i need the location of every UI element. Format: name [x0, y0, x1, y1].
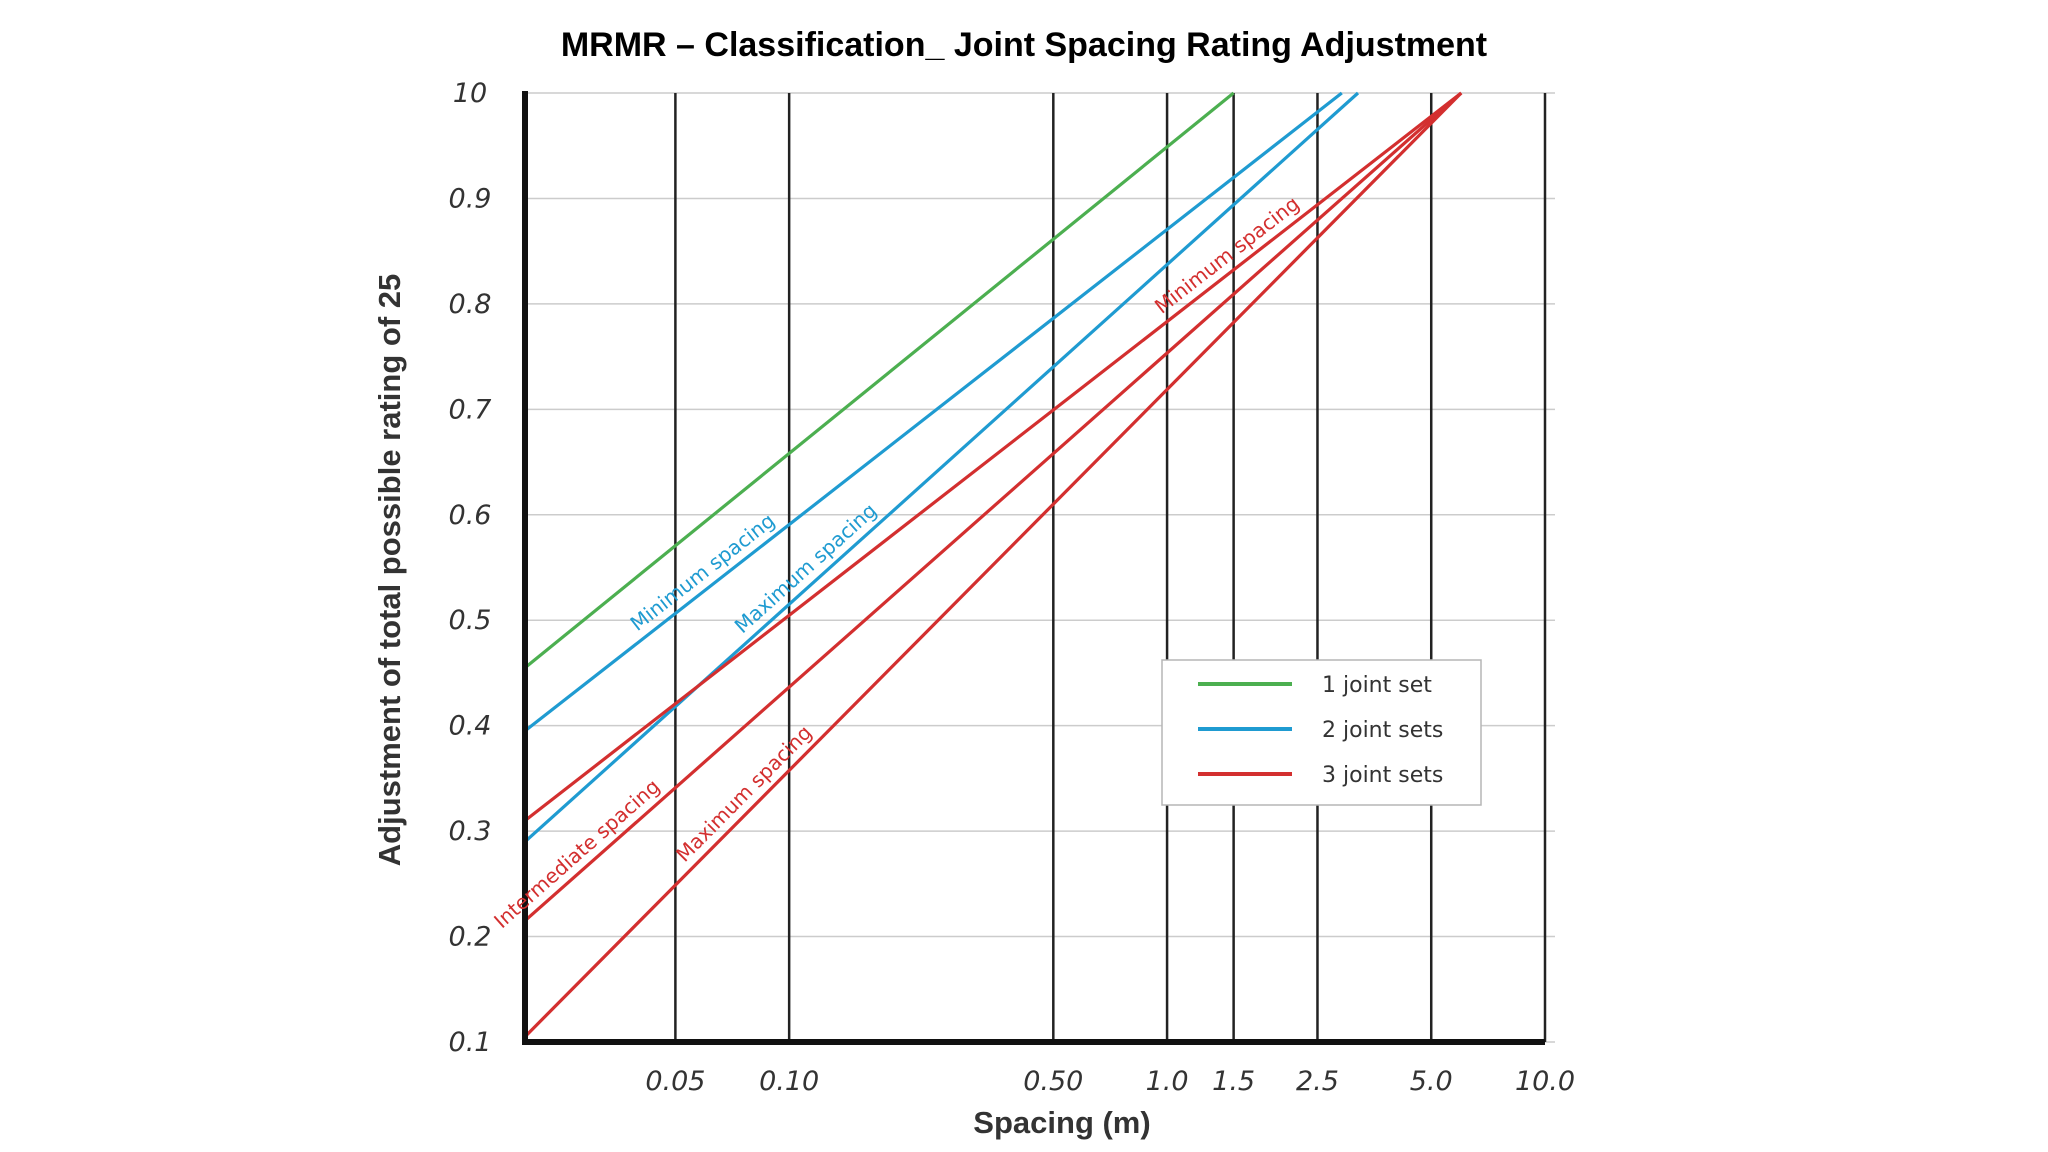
- series-line-2-joint-sets-maximum-spacing: [523, 91, 1360, 843]
- grid-layer: [525, 92, 1555, 1043]
- slide-title: MRMR – Classification_ Joint Spacing Rat…: [560, 26, 1488, 64]
- line-label-3-joint-sets-intermediate-spacing: Intermediate spacing: [489, 774, 664, 933]
- legend: 1 joint set 2 joint sets 3 joint sets: [1161, 659, 1482, 806]
- legend-label-3-joint-sets: 3 joint sets: [1322, 763, 1443, 788]
- series-line-3-joint-sets-intermediate-spacing: [523, 91, 1463, 922]
- x-tick-label: 1.0: [1146, 1066, 1189, 1097]
- y-tick-label: 0.5: [449, 605, 492, 636]
- y-axis-title: Adjustment of total possible rating of 2…: [372, 274, 407, 866]
- series-layer: [523, 91, 1463, 1038]
- y-tick-label: 0.7: [449, 394, 492, 425]
- axes-layer: [522, 91, 1545, 1045]
- x-tick-label: 1.5: [1212, 1066, 1255, 1097]
- x-tick-label: 0.05: [645, 1066, 705, 1097]
- y-tick-label: 0.3: [449, 816, 492, 847]
- line-label-3-joint-sets-maximum-spacing: Maximum spacing: [671, 720, 816, 866]
- y-tick-label: 0.6: [449, 500, 492, 531]
- y-tick-label: 0.4: [449, 711, 492, 742]
- y-tick-label: 0.8: [449, 289, 492, 320]
- x-tick-label: 10.0: [1515, 1066, 1575, 1097]
- y-tick-label: 0.9: [449, 183, 492, 214]
- legend-label-2-joint-sets: 2 joint sets: [1322, 718, 1443, 743]
- x-tick-label: 0.50: [1023, 1066, 1083, 1097]
- series-line-3-joint-sets-maximum-spacing: [523, 91, 1463, 1038]
- series-line-1-joint-set: [523, 91, 1235, 669]
- x-tick-label: 5.0: [1410, 1066, 1453, 1097]
- x-tick-label: 0.10: [759, 1066, 819, 1097]
- ticks-layer: 0.1 0.2 0.3 0.4 0.5 0.6 0.7 0.8 0.9 10 0.05 0.10 0.5…: [449, 78, 1576, 1097]
- series-line-3-joint-sets-minimum-spacing: [524, 91, 1463, 822]
- x-tick-label: 2.5: [1296, 1066, 1339, 1097]
- y-tick-label: 0.1: [449, 1027, 492, 1058]
- y-tick-label: 0.2: [449, 922, 492, 953]
- series-line-2-joint-sets-minimum-spacing: [524, 91, 1343, 733]
- legend-label-1-joint-set: 1 joint set: [1322, 673, 1432, 698]
- y-tick-label: 10: [453, 78, 487, 109]
- x-axis-title: Spacing (m): [973, 1105, 1150, 1140]
